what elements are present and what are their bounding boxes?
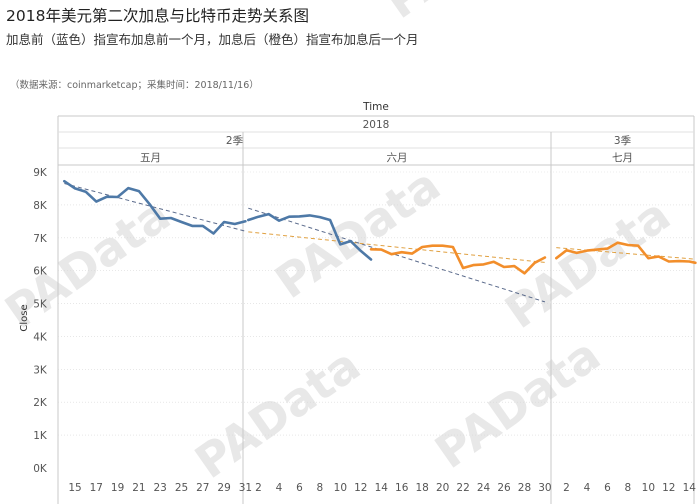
y-tick-label: 6K xyxy=(33,266,48,278)
y-tick-label: 2K xyxy=(33,397,48,409)
series-line-before xyxy=(63,179,247,235)
month-header: 七月 xyxy=(612,152,633,164)
x-tick-label: 30 xyxy=(538,482,551,494)
x-tick-label: 14 xyxy=(683,482,697,494)
x-tick-label: 22 xyxy=(456,482,469,494)
x-tick-label: 8 xyxy=(625,482,632,494)
x-axis-ticks: 15 17 19 21 23 25 27 29 31 2 4 6 8 10 12 14 16 18 20 22 24 26… xyxy=(68,482,696,494)
x-tick-label: 19 xyxy=(111,482,124,494)
watermark-text: PAData xyxy=(425,327,609,479)
x-tick-label: 14 xyxy=(375,482,389,494)
x-tick-label: 26 xyxy=(497,482,511,494)
y-tick-label: 5K xyxy=(33,299,48,311)
x-tick-label: 29 xyxy=(217,482,230,494)
y-axis-label: Close xyxy=(19,304,30,331)
chart-subtitle: 加息前（蓝色）指宣布加息前一个月，加息后（橙色）指宣布加息后一个月 xyxy=(6,32,419,47)
y-tick-label: 8K xyxy=(33,200,48,212)
x-tick-label: 16 xyxy=(395,482,409,494)
chart-frame xyxy=(57,115,695,504)
series-line-before xyxy=(247,212,373,261)
quarter-header: 3季 xyxy=(614,135,632,147)
trend-line-before xyxy=(64,183,246,232)
x-tick-label: 12 xyxy=(354,482,367,494)
x-tick-label: 25 xyxy=(175,482,188,494)
y-tick-label: 4K xyxy=(33,331,48,343)
trend-line-after xyxy=(556,247,696,260)
y-tick-label: 3K xyxy=(33,364,48,376)
x-tick-label: 8 xyxy=(317,482,324,494)
x-tick-label: 15 xyxy=(68,482,81,494)
x-tick-label: 23 xyxy=(154,482,167,494)
y-tick-label: 1K xyxy=(33,430,48,442)
x-tick-label: 27 xyxy=(196,482,209,494)
x-tick-label: 12 xyxy=(662,482,675,494)
x-tick-label: 21 xyxy=(132,482,145,494)
x-tick-label: 17 xyxy=(90,482,103,494)
series-line-after xyxy=(369,244,547,275)
x-tick-label: 31 xyxy=(239,482,252,494)
gridlines xyxy=(58,171,694,436)
x-tick-label: 6 xyxy=(604,482,611,494)
data-source-note: （数据来源：coinmarketcap；采集时间：2018/11/16） xyxy=(10,80,259,91)
quarter-header: 2季 xyxy=(226,135,244,147)
y-tick-label: 9K xyxy=(33,167,48,179)
watermark-text: PAData xyxy=(185,337,369,489)
x-tick-label: 10 xyxy=(334,482,347,494)
y-tick-label: 7K xyxy=(33,233,48,245)
chart-title: 2018年美元第二次加息与比特币走势关系图 xyxy=(6,7,309,25)
y-axis-ticks: 0K 1K 2K 3K 4K 5K 6K 7K 8K 9K xyxy=(33,167,48,475)
x-tick-label: 2 xyxy=(255,482,262,494)
x-tick-label: 4 xyxy=(584,482,591,494)
x-tick-label: 24 xyxy=(477,482,491,494)
x-tick-label: 6 xyxy=(296,482,303,494)
trend-line-before xyxy=(248,207,546,303)
x-tick-label: 20 xyxy=(436,482,449,494)
x-tick-label: 28 xyxy=(518,482,531,494)
watermark-text: PAData xyxy=(495,187,679,339)
month-header: 五月 xyxy=(140,152,161,164)
series-line-after xyxy=(554,241,697,265)
month-header: 六月 xyxy=(387,152,408,164)
watermark-text: PAData xyxy=(265,157,449,309)
trend-lines xyxy=(64,183,696,303)
x-axis-label: Time xyxy=(362,101,389,113)
x-tick-label: 10 xyxy=(642,482,655,494)
x-tick-label: 18 xyxy=(415,482,428,494)
trend-line-after xyxy=(248,231,545,263)
watermark-text: PAData xyxy=(375,0,559,29)
x-tick-label: 4 xyxy=(276,482,283,494)
price-lines xyxy=(63,179,697,275)
x-tick-label: 2 xyxy=(563,482,570,494)
y-tick-label: 0K xyxy=(33,463,48,475)
year-header: 2018 xyxy=(363,119,390,131)
